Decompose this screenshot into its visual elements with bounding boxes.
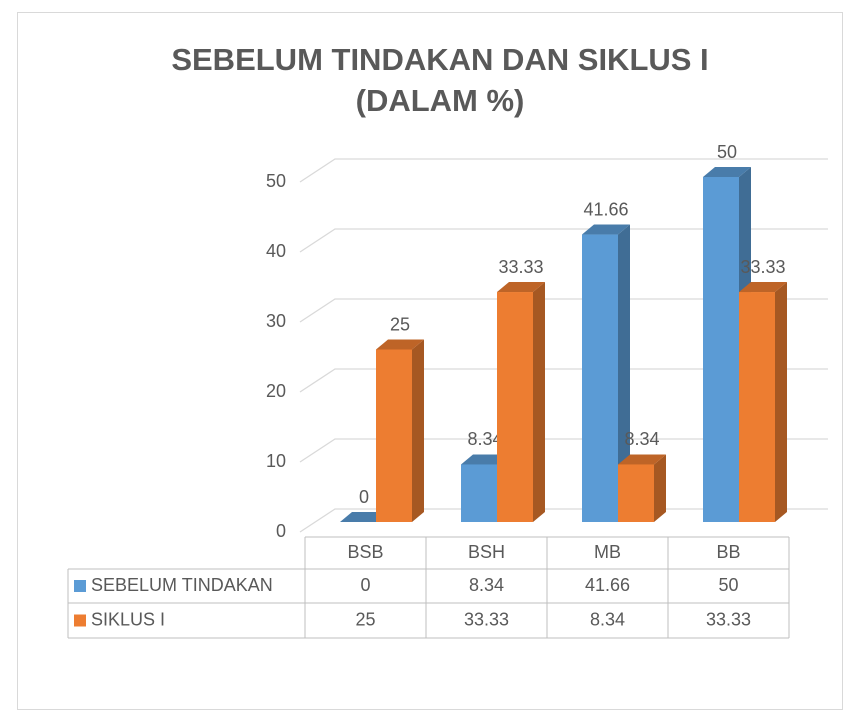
- data-label: 8.34: [467, 429, 502, 449]
- table-cell: 25: [355, 609, 375, 629]
- y-tick-label: 30: [266, 311, 286, 331]
- y-tick-label: 40: [266, 241, 286, 261]
- bar-side: [775, 282, 787, 522]
- table-cell: 33.33: [706, 609, 751, 629]
- bar-front: [618, 464, 654, 522]
- bar-front: [497, 292, 533, 522]
- data-label: 0: [359, 487, 369, 507]
- y-tick-label: 20: [266, 381, 286, 401]
- x-tick-label: BB: [716, 542, 740, 562]
- bar: [582, 224, 630, 522]
- bar: [618, 454, 666, 522]
- legend-swatch: [74, 614, 86, 627]
- bar-front: [582, 234, 618, 522]
- x-tick-label: MB: [594, 542, 621, 562]
- bar-side: [654, 454, 666, 522]
- y-tick-label: 0: [276, 521, 286, 541]
- y-tick-label: 10: [266, 451, 286, 471]
- bar-top: [739, 282, 787, 293]
- legend-swatch: [74, 580, 86, 592]
- grid-line: [299, 368, 828, 393]
- bar: [497, 282, 545, 522]
- bar-front: [376, 349, 412, 522]
- bar-side: [412, 339, 424, 522]
- bar-top: [618, 454, 666, 465]
- table-cell: 0: [360, 575, 370, 595]
- chart-title: SEBELUM TINDAKAN DAN SIKLUS I: [171, 42, 708, 77]
- table-cell: 50: [718, 575, 738, 595]
- data-label: 25: [390, 314, 410, 334]
- legend-label: SEBELUM TINDAKAN: [91, 575, 273, 595]
- bar-front: [739, 292, 775, 522]
- chart-title: (DALAM %): [356, 83, 525, 118]
- bar-top: [582, 224, 630, 235]
- data-label: 8.34: [624, 429, 659, 449]
- bar-front: [461, 464, 497, 522]
- bar-side: [618, 224, 630, 522]
- grid-line: [299, 298, 828, 323]
- data-label: 41.66: [583, 199, 628, 219]
- data-label: 50: [717, 142, 737, 162]
- data-label: 33.33: [740, 257, 785, 277]
- table-cell: 8.34: [590, 609, 625, 629]
- bar-top: [497, 282, 545, 293]
- x-tick-label: BSB: [347, 542, 383, 562]
- table-cell: 41.66: [585, 575, 630, 595]
- grid-line: [299, 158, 828, 183]
- y-tick-label: 50: [266, 171, 286, 191]
- bar-side: [533, 282, 545, 522]
- x-tick-label: BSH: [468, 542, 505, 562]
- table-cell: 8.34: [469, 575, 504, 595]
- bar-top: [376, 339, 424, 350]
- bar: [376, 339, 424, 522]
- data-label: 33.33: [498, 257, 543, 277]
- bar-top: [703, 167, 751, 177]
- grid-line: [299, 438, 828, 463]
- table-cell: 33.33: [464, 609, 509, 629]
- grid-line: [299, 228, 828, 253]
- legend-label: SIKLUS I: [91, 609, 165, 629]
- bar-front: [703, 177, 739, 522]
- bar: [739, 282, 787, 522]
